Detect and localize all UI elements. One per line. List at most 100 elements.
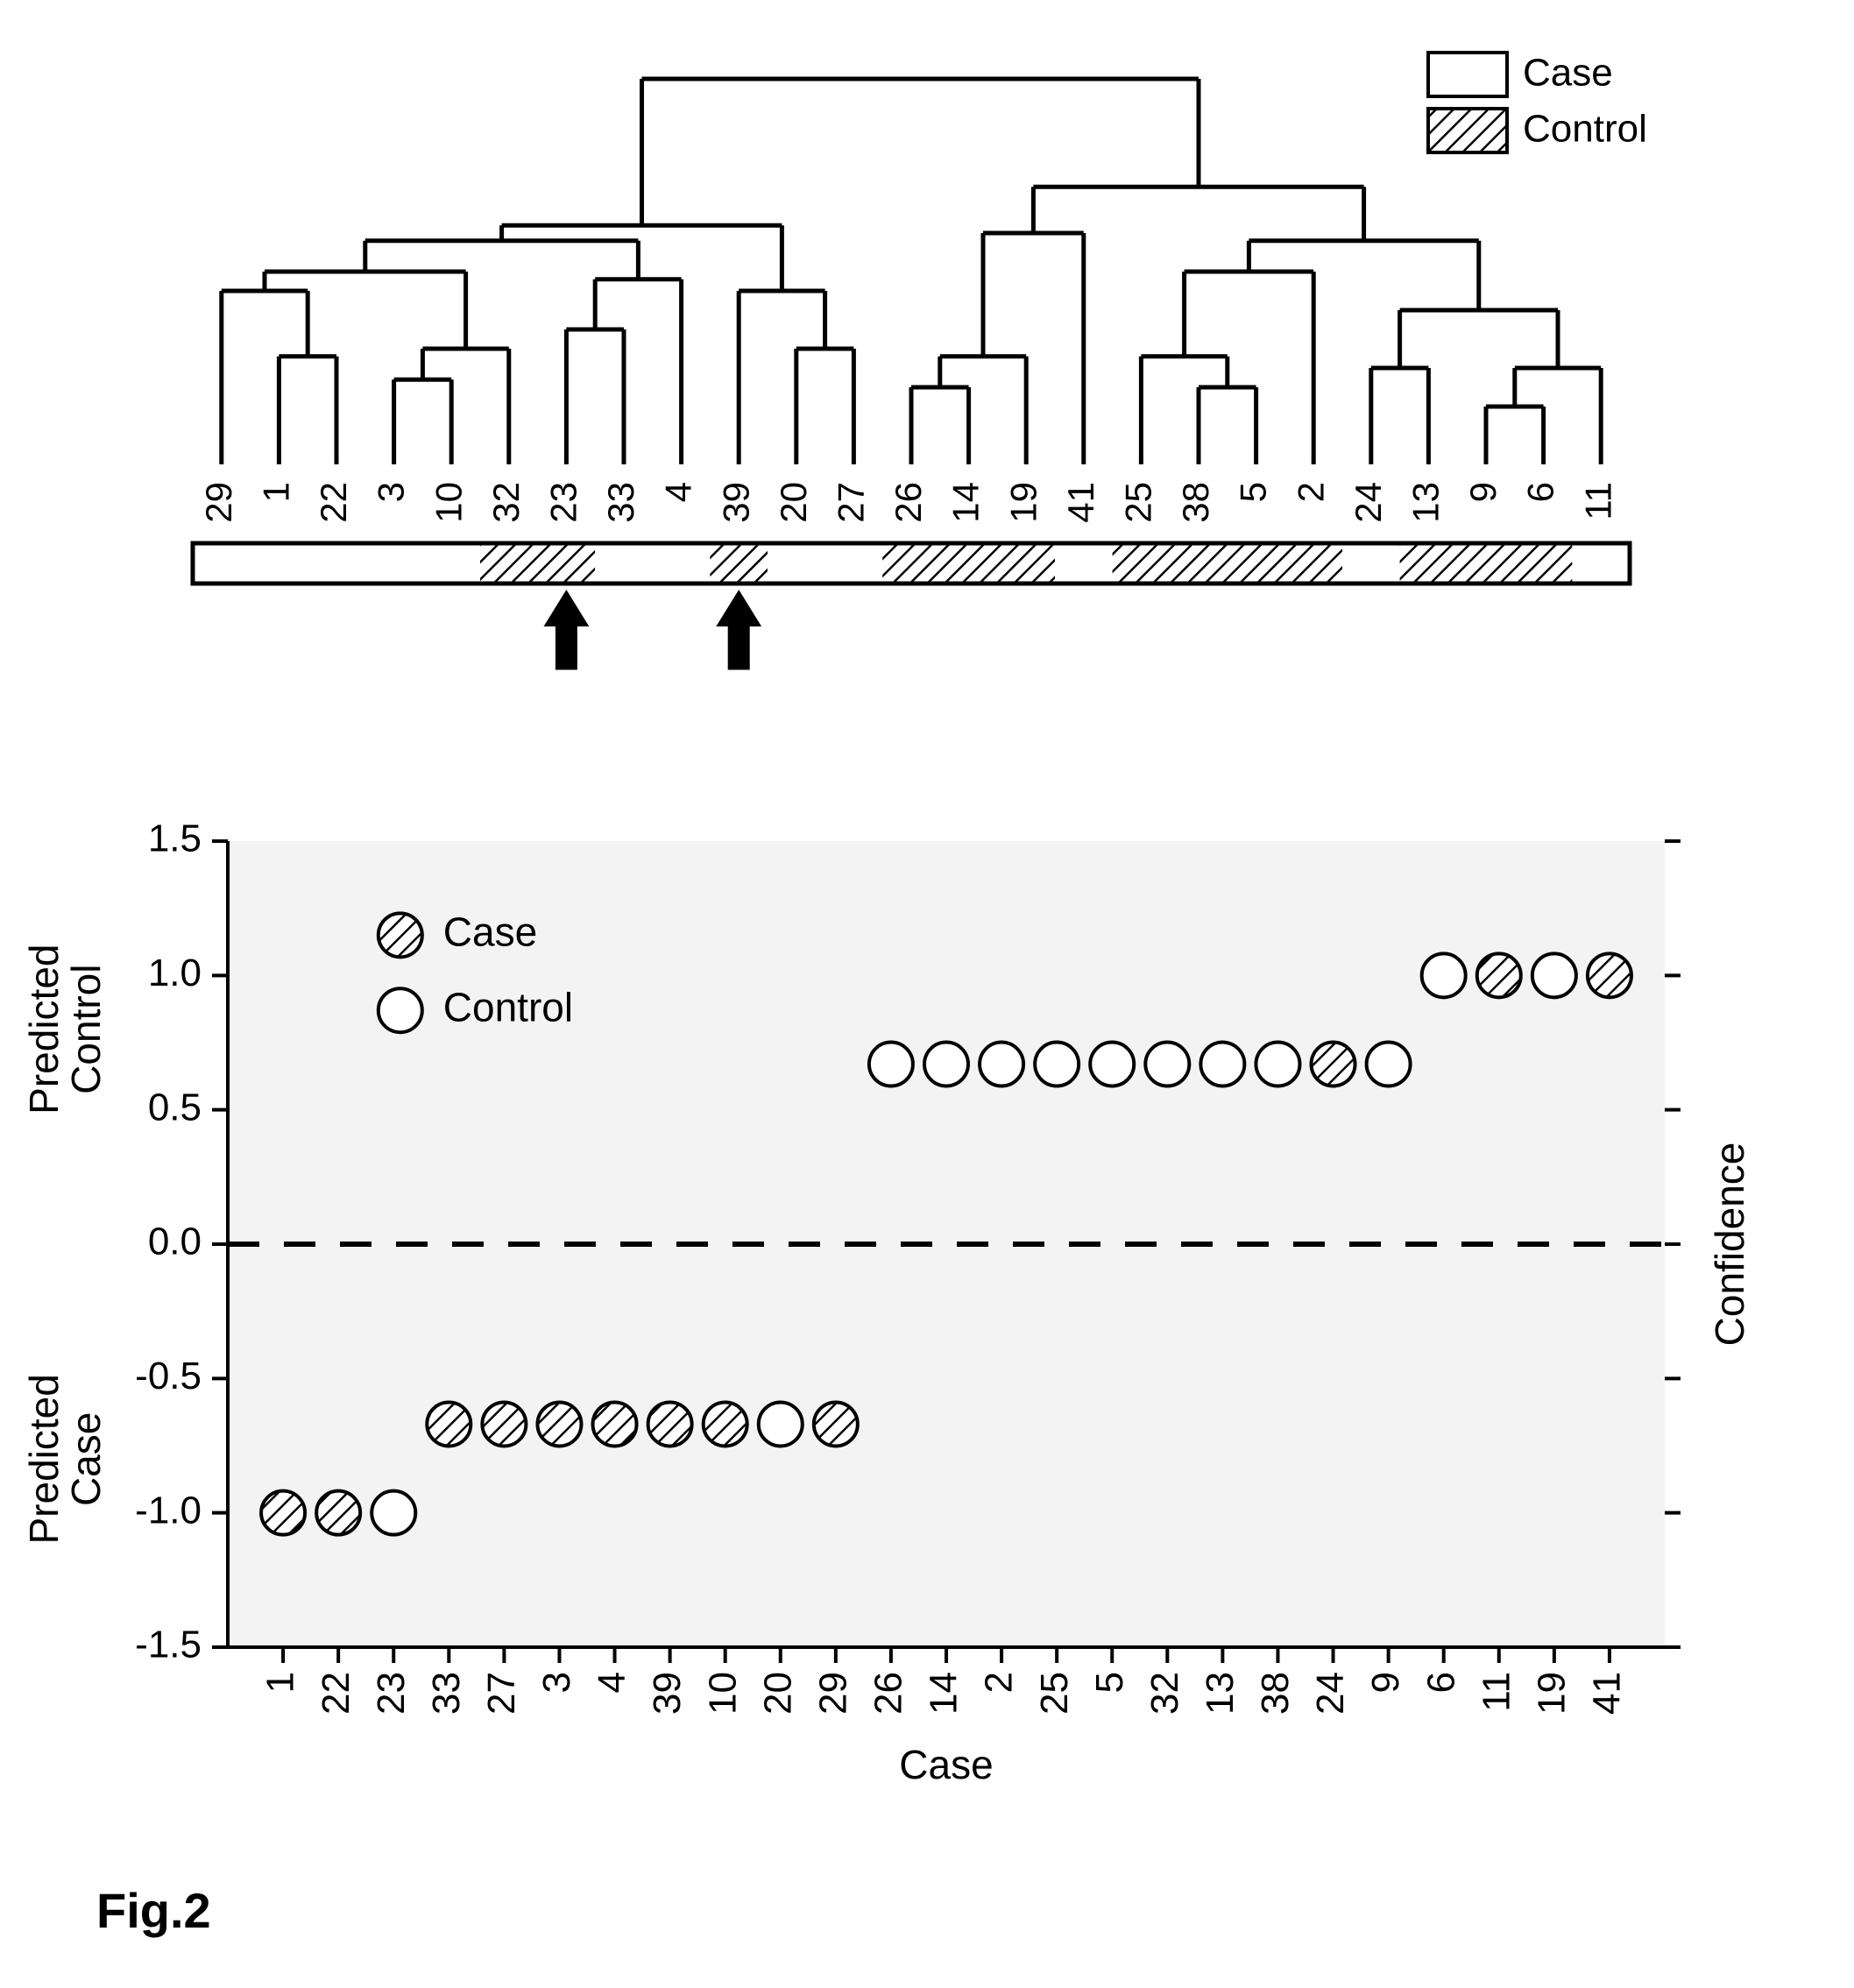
dendrogram-panel: 2912231032233343920272614194125385224139…: [193, 52, 1647, 670]
x-tick-label: 5: [1088, 1672, 1131, 1693]
dendro-group-cell: [1515, 543, 1573, 584]
dendro-leaf-label: 29: [198, 482, 239, 523]
x-tick-label: 26: [867, 1672, 910, 1715]
dendro-group-cell: [308, 543, 365, 584]
x-axis-label: Case: [899, 1742, 993, 1787]
legend-marker: [379, 913, 422, 957]
scatter-point: [759, 1402, 803, 1446]
arrow-icon: [717, 591, 761, 669]
legend-swatch: [1428, 53, 1507, 96]
dendro-leaf-label: 32: [485, 482, 527, 523]
legend-swatch: [1428, 109, 1507, 152]
x-tick-label: 20: [756, 1672, 799, 1715]
dendro-leaf-label: 13: [1405, 482, 1446, 523]
y-axis-label-right: Confidence: [1707, 1143, 1752, 1347]
dendro-leaf-label: 26: [888, 482, 929, 523]
x-tick-label: 4: [591, 1672, 633, 1693]
dendro-group-cell: [422, 543, 480, 584]
scatter-point: [316, 1491, 360, 1535]
x-tick-label: 14: [923, 1672, 966, 1715]
dendro-group-cell: [1113, 543, 1171, 584]
x-tick-label: 39: [646, 1672, 689, 1715]
dendro-group-cell: [653, 543, 711, 584]
dendro-group-cell: [1170, 543, 1228, 584]
y-axis-label: PredictedControl: [21, 944, 109, 1114]
scatter-point: [372, 1491, 415, 1535]
x-tick-label: 25: [1033, 1672, 1076, 1715]
scatter-point: [1422, 953, 1466, 997]
dendro-group-cell: [1228, 543, 1285, 584]
scatter-point: [1256, 1043, 1299, 1086]
scatter-point: [924, 1043, 968, 1086]
scatter-point: [1312, 1043, 1355, 1086]
dendro-leaf-label: 33: [600, 482, 641, 523]
scatter-point: [704, 1402, 747, 1446]
dendro-leaf-label: 9: [1462, 482, 1504, 502]
scatter-point: [261, 1491, 305, 1535]
dendro-group-cell: [480, 543, 538, 584]
y-tick-label: 0.5: [148, 1086, 202, 1128]
dendro-group-cell: [1400, 543, 1458, 584]
scatter-point: [1090, 1043, 1134, 1086]
dendro-leaf-label: 5: [1233, 482, 1274, 502]
dendro-leaf-label: 23: [542, 482, 584, 523]
dendro-group-cell: [365, 543, 423, 584]
scatter-point: [869, 1043, 913, 1086]
scatter-point: [482, 1402, 526, 1446]
dendro-leaf-label: 27: [830, 482, 871, 523]
x-tick-label: 1: [259, 1672, 302, 1693]
dendro-leaf-label: 4: [658, 482, 699, 502]
dendro-leaf-label: 20: [773, 482, 814, 523]
dendro-leaf-label: 14: [945, 482, 987, 523]
x-tick-label: 33: [425, 1672, 468, 1715]
scatter-point: [1367, 1043, 1411, 1086]
y-tick-label: 0.0: [148, 1220, 202, 1263]
x-tick-label: 13: [1199, 1672, 1242, 1715]
legend-label: Control: [1523, 108, 1647, 151]
y-axis-label: PredictedCase: [21, 1374, 109, 1544]
scatter-point: [814, 1402, 858, 1446]
y-tick-label: 1.5: [148, 817, 202, 860]
legend-label: Case: [1523, 52, 1613, 95]
dendro-leaf-label: 41: [1060, 482, 1101, 523]
x-tick-label: 24: [1309, 1672, 1352, 1715]
dendro-group-cell: [710, 543, 768, 584]
legend-marker: [379, 988, 422, 1032]
dendro-leaf-label: 2: [1290, 482, 1331, 502]
x-tick-label: 22: [315, 1672, 357, 1715]
y-tick-label: -1.5: [135, 1624, 202, 1666]
legend-label: Control: [443, 984, 573, 1029]
dendro-leaf-label: 6: [1520, 482, 1561, 502]
scatter-point: [1532, 953, 1576, 997]
x-tick-label: 11: [1475, 1672, 1518, 1712]
x-tick-label: 29: [811, 1672, 854, 1715]
x-tick-label: 32: [1143, 1672, 1186, 1715]
dendro-leaf-label: 24: [1348, 482, 1389, 523]
scatter-point: [427, 1402, 471, 1446]
scatter-point: [980, 1043, 1023, 1086]
figure-page: 2912231032233343920272614194125385224139…: [0, 0, 1854, 1988]
scatter-point: [1477, 953, 1521, 997]
x-tick-label: 3: [535, 1672, 578, 1693]
x-tick-label: 41: [1586, 1672, 1629, 1715]
scatter-point: [1200, 1043, 1244, 1086]
arrow-icon: [544, 591, 588, 669]
y-tick-label: -0.5: [135, 1355, 202, 1397]
x-tick-label: 10: [701, 1672, 744, 1715]
dendro-group-cell: [1457, 543, 1515, 584]
dendro-leaf-label: 11: [1577, 482, 1618, 520]
legend-label: Case: [443, 909, 537, 954]
dendro-group-cell: [1572, 543, 1630, 584]
scatter-point: [537, 1402, 581, 1446]
dendro-leaf-label: 1: [255, 482, 296, 502]
scatter-point: [648, 1402, 692, 1446]
scatter-point: [1145, 1043, 1189, 1086]
dendro-group-cell: [825, 543, 883, 584]
x-tick-label: 9: [1364, 1672, 1407, 1693]
dendro-leaf-label: 22: [313, 482, 354, 523]
x-tick-label: 2: [978, 1672, 1021, 1693]
dendro-leaf-label: 10: [428, 482, 469, 523]
dendro-leaf-label: 39: [715, 482, 756, 523]
x-tick-label: 23: [370, 1672, 413, 1715]
x-tick-label: 27: [480, 1672, 523, 1715]
